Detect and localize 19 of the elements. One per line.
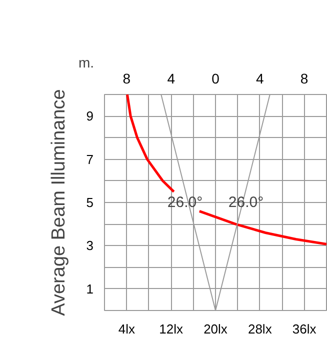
x2-tick-label: 0 xyxy=(212,70,220,86)
x-tick-label: 12lx xyxy=(159,322,184,336)
y-tick-label: 5 xyxy=(86,195,94,210)
y-tick-label: 7 xyxy=(86,152,94,167)
x2-tick-label: 8 xyxy=(122,70,131,86)
x2-tick-label: 4 xyxy=(256,70,264,86)
y-tick-label: 3 xyxy=(86,238,94,254)
x-tick-label: 36lx xyxy=(292,322,317,336)
x2-tick-label: 4 xyxy=(167,70,176,86)
x2-axis-title: m. xyxy=(78,54,94,70)
x-tick-label: 20lx xyxy=(204,322,228,336)
x2-tick-label: 8 xyxy=(300,70,308,86)
y-tick-label: 9 xyxy=(86,108,94,124)
y-axis-title: Average Beam Illuminance xyxy=(48,89,70,316)
x-tick-label: 4lx xyxy=(118,322,136,336)
annotation: 26.0° xyxy=(167,194,203,211)
annotation: 26.0° xyxy=(228,194,264,211)
y-tick-label: 1 xyxy=(86,281,94,296)
x-tick-label: 28lx xyxy=(248,322,272,336)
